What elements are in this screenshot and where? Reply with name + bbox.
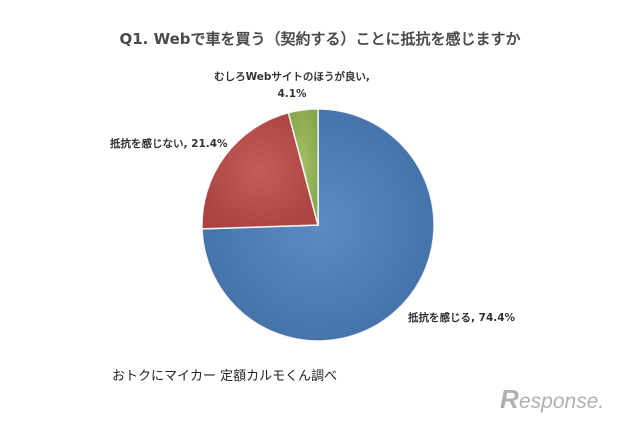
slice-label-no-resist: 抵抗を感じない, 21.4% (110, 137, 228, 150)
pie-slice-web-better-shading (288, 109, 318, 225)
response-watermark: R esponse. (500, 384, 604, 414)
pie-slices (201, 108, 435, 342)
source-note: おトクにマイカー 定額カルモくん調べ (112, 369, 337, 384)
watermark-text: esponse. (519, 390, 604, 413)
pie-slice-no-resist-shading (202, 112, 318, 229)
chart-title: Q1. Webで車を買う（契約する）ことに抵抗を感じますか (119, 30, 520, 48)
slice-label-web-better-line1: むしろWebサイトのほうが良い, (214, 70, 370, 83)
slice-label-resist: 抵抗を感じる, 74.4% (408, 311, 516, 324)
watermark-letter: R (500, 384, 519, 414)
slice-label-web-better-line2: 4.1% (277, 88, 307, 100)
